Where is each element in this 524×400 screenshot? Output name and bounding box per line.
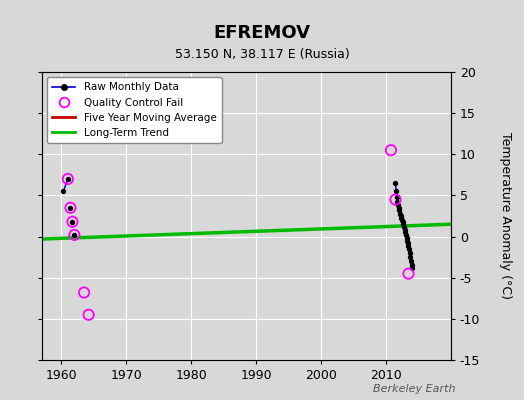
Text: 53.150 N, 38.117 E (Russia): 53.150 N, 38.117 E (Russia) [174, 48, 350, 61]
Point [391, 180, 400, 186]
Text: EFREMOV: EFREMOV [213, 24, 311, 42]
Point [395, 204, 403, 211]
Point [68, 218, 77, 225]
Point [398, 217, 406, 223]
Point [405, 246, 413, 252]
Point [403, 238, 411, 244]
Point [399, 221, 408, 228]
Point [400, 227, 409, 233]
Point [68, 218, 77, 225]
Point [405, 270, 413, 277]
Point [387, 147, 395, 153]
Point [392, 194, 401, 200]
Text: Berkeley Earth: Berkeley Earth [374, 384, 456, 394]
Point [397, 215, 406, 222]
Point [407, 258, 415, 264]
Point [392, 188, 400, 194]
Point [406, 254, 414, 260]
Point [66, 204, 74, 211]
Point [406, 250, 414, 256]
Point [408, 265, 417, 271]
Point [64, 176, 72, 182]
Point [396, 210, 404, 217]
Point [395, 207, 403, 214]
Point [402, 235, 411, 242]
Point [401, 229, 409, 236]
Point [397, 213, 405, 219]
Point [391, 196, 400, 203]
Point [66, 204, 74, 211]
Point [84, 312, 93, 318]
Point [403, 240, 412, 246]
Point [70, 232, 79, 238]
Point [408, 262, 416, 268]
Point [398, 218, 407, 225]
Y-axis label: Temperature Anomaly (°C): Temperature Anomaly (°C) [499, 132, 512, 300]
Point [393, 199, 401, 205]
Point [394, 202, 402, 208]
Legend: Raw Monthly Data, Quality Control Fail, Five Year Moving Average, Long-Term Tren: Raw Monthly Data, Quality Control Fail, … [47, 77, 222, 143]
Point [80, 289, 88, 296]
Point [402, 232, 410, 238]
Point [400, 224, 408, 230]
Point [70, 232, 79, 238]
Point [64, 176, 72, 182]
Point [59, 188, 68, 194]
Point [405, 243, 413, 250]
